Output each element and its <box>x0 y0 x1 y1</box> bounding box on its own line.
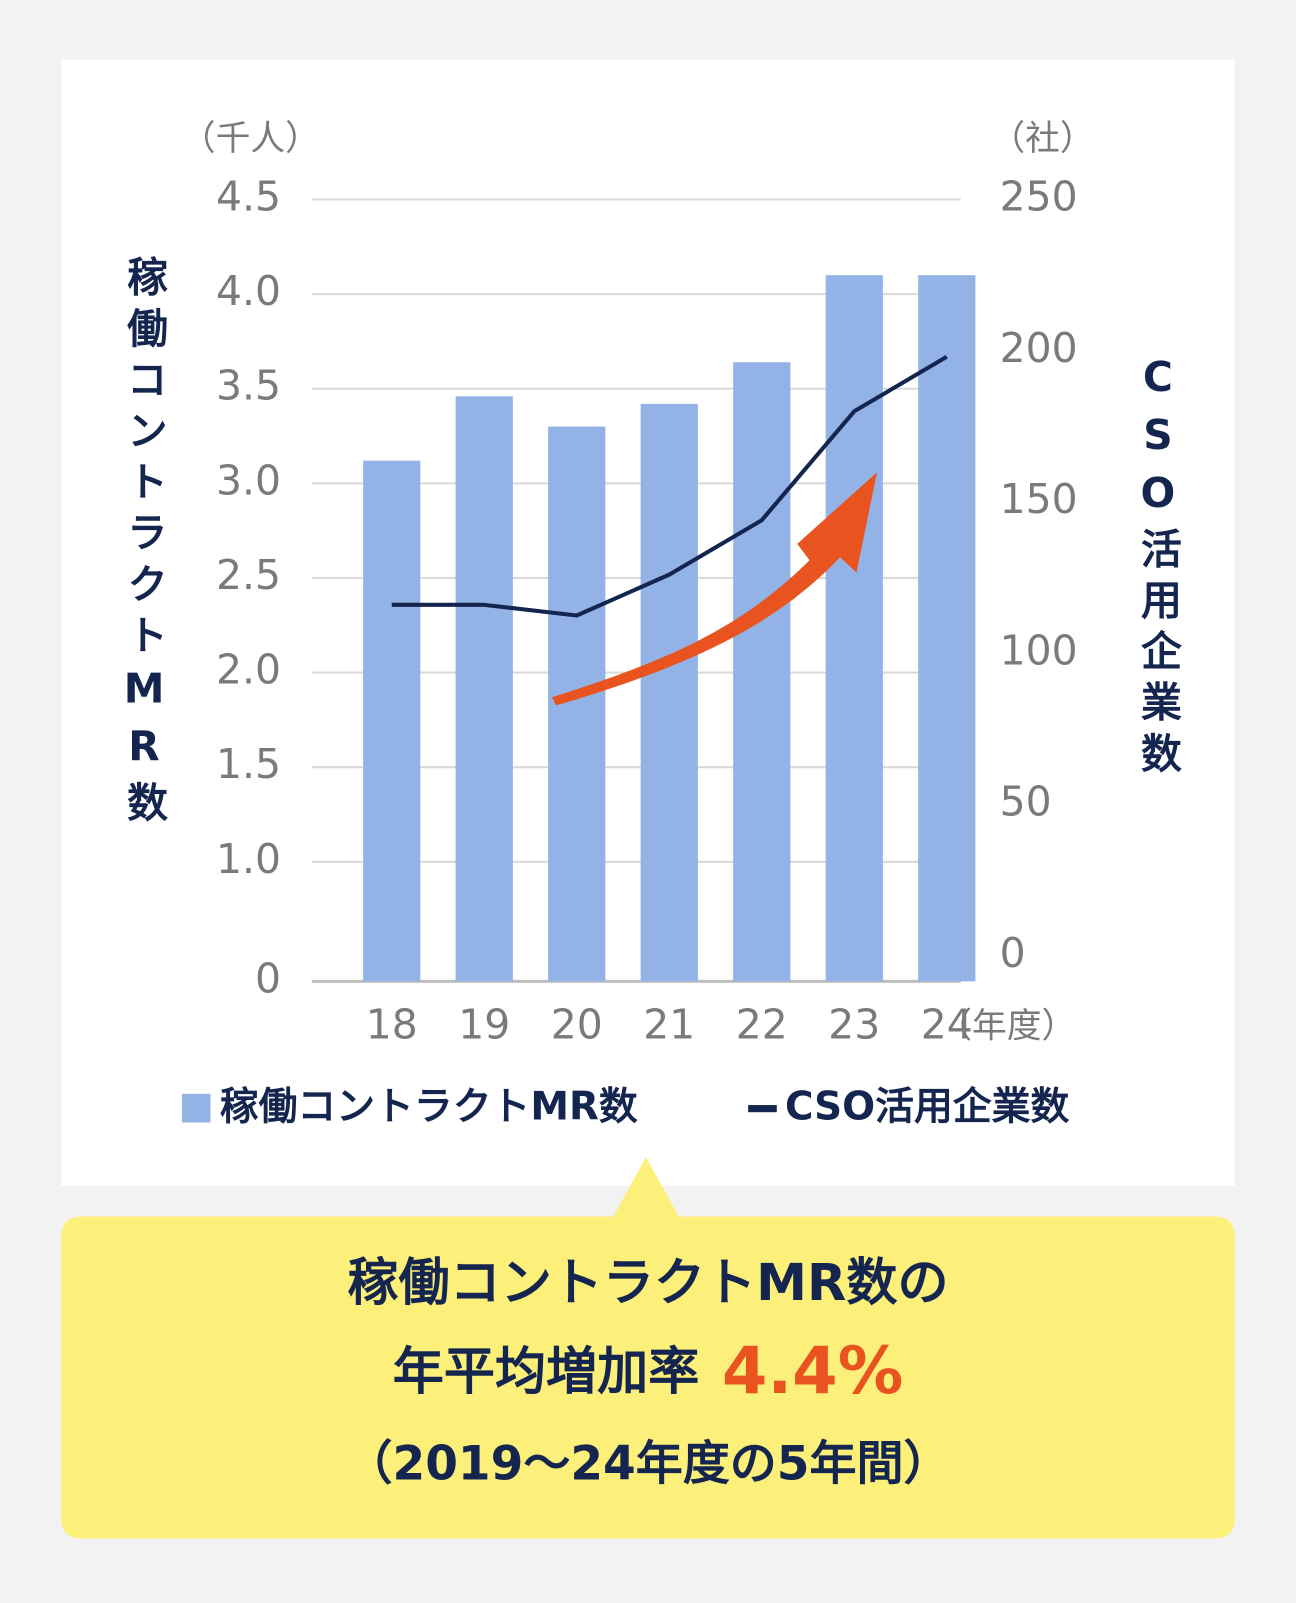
callout-text: 年平均増加率 <box>393 1343 700 1402</box>
x-tick-label: 24 <box>921 1000 973 1048</box>
line-series <box>391 355 948 618</box>
y-tick-label: 2.5 <box>216 551 281 599</box>
legend-label: 稼働コントラクトMR数 <box>220 1085 638 1130</box>
y-tick-label: 4.0 <box>216 267 281 315</box>
bar <box>640 403 698 982</box>
x-tick-label: 23 <box>828 1000 880 1048</box>
y-tick-label: 1.0 <box>216 835 281 883</box>
y-tick-label: 1.5 <box>216 740 281 788</box>
bar <box>733 362 791 982</box>
callout <box>61 1157 1235 1539</box>
y-unit: （千人） <box>181 119 320 159</box>
callout-line: 年平均増加率 4.4% <box>393 1333 903 1409</box>
y-axis-title: 稼働コントラクトMR数 <box>120 256 168 832</box>
bar <box>918 275 976 982</box>
callout-highlight: 4.4% <box>722 1333 903 1409</box>
y-tick-label: 3.5 <box>216 362 281 410</box>
y2-unit: （社） <box>990 119 1094 159</box>
y-tick-label: 2.0 <box>216 646 281 694</box>
x-tick-label: 18 <box>366 1000 418 1048</box>
y2-tick-label: 150 <box>1000 475 1078 523</box>
y-tick-label: 3.0 <box>216 456 281 504</box>
bar <box>363 460 421 982</box>
y2-tick-label: 0 <box>1000 929 1026 977</box>
bar <box>825 275 883 982</box>
legend-swatch-line <box>748 1105 777 1113</box>
bar <box>455 396 513 982</box>
y2-axis-title: CSO活用企業数 <box>1134 353 1182 783</box>
y-tick-label: 4.5 <box>216 172 281 220</box>
callout-line: （2019～24年度の5年間） <box>346 1436 951 1491</box>
plot: 0 1.0 1.5 2.0 2.5 3.0 3.5 4.0 4.5 0 50 100 150 200 250… <box>216 172 1078 1048</box>
legend-swatch-bar <box>181 1093 211 1123</box>
callout-line: 稼働コントラクトMR数の <box>347 1254 948 1313</box>
x-unit: （年度） <box>937 1006 1076 1046</box>
y2-tick-label: 250 <box>1000 172 1078 220</box>
x-tick-label: 19 <box>458 1000 510 1048</box>
y2-tick-label: 200 <box>1000 324 1078 372</box>
legend-label: CSO活用企業数 <box>785 1085 1070 1130</box>
y-tick-label: 0 <box>255 954 281 1002</box>
x-tick-label: 21 <box>643 1000 695 1048</box>
x-tick-label: 22 <box>736 1000 788 1048</box>
y2-tick-label: 100 <box>1000 626 1078 674</box>
y2-tick-label: 50 <box>1000 778 1052 826</box>
x-tick-label: 20 <box>551 1000 603 1048</box>
